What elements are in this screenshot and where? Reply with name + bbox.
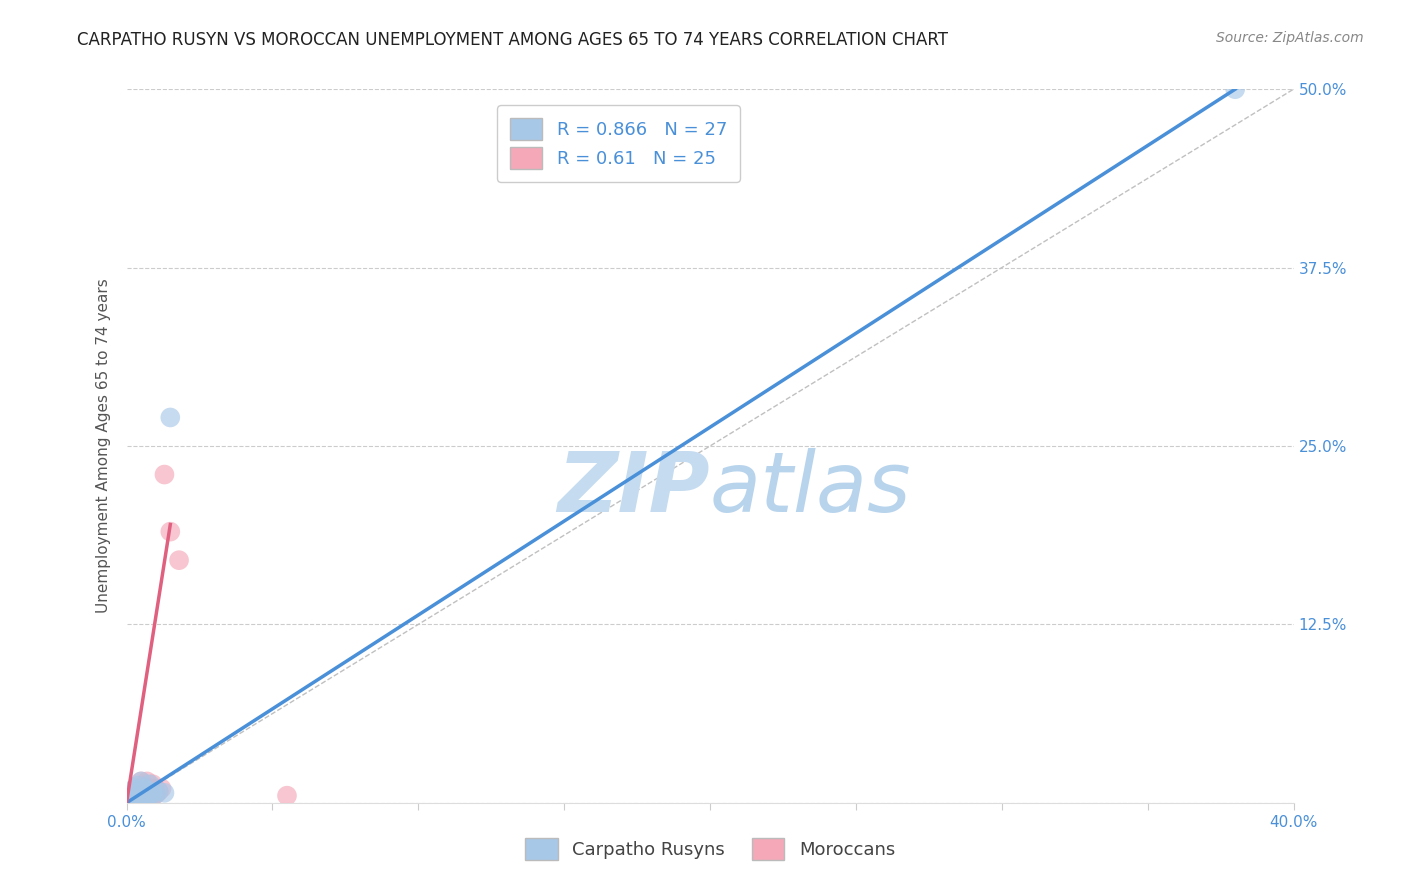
Y-axis label: Unemployment Among Ages 65 to 74 years: Unemployment Among Ages 65 to 74 years bbox=[96, 278, 111, 614]
Point bbox=[127, 779, 149, 793]
Point bbox=[127, 781, 149, 796]
Point bbox=[115, 793, 138, 807]
Point bbox=[142, 789, 165, 803]
Point bbox=[159, 524, 181, 539]
Point bbox=[139, 787, 162, 801]
Text: CARPATHO RUSYN VS MOROCCAN UNEMPLOYMENT AMONG AGES 65 TO 74 YEARS CORRELATION CH: CARPATHO RUSYN VS MOROCCAN UNEMPLOYMENT … bbox=[77, 31, 948, 49]
Point bbox=[124, 784, 146, 798]
Point bbox=[159, 410, 181, 425]
Point bbox=[118, 789, 141, 803]
Point bbox=[136, 783, 159, 797]
Point bbox=[142, 777, 165, 791]
Point bbox=[139, 789, 162, 803]
Point bbox=[139, 781, 162, 796]
Point bbox=[124, 790, 146, 805]
Point bbox=[132, 779, 155, 793]
Point bbox=[127, 790, 149, 805]
Point bbox=[121, 787, 143, 801]
Point bbox=[150, 781, 173, 796]
Text: Source: ZipAtlas.com: Source: ZipAtlas.com bbox=[1216, 31, 1364, 45]
Point bbox=[127, 784, 149, 798]
Point bbox=[148, 784, 170, 798]
Point bbox=[129, 786, 152, 800]
Point bbox=[167, 553, 190, 567]
Point bbox=[129, 781, 152, 796]
Point bbox=[136, 774, 159, 789]
Point bbox=[142, 786, 165, 800]
Point bbox=[276, 789, 298, 803]
Point bbox=[124, 786, 146, 800]
Point bbox=[1223, 82, 1246, 96]
Point bbox=[132, 787, 155, 801]
Point bbox=[121, 783, 143, 797]
Point bbox=[118, 791, 141, 805]
Point bbox=[145, 781, 167, 796]
Point bbox=[129, 789, 152, 803]
Point bbox=[136, 789, 159, 803]
Point bbox=[132, 781, 155, 796]
Text: atlas: atlas bbox=[710, 449, 911, 529]
Text: ZIP: ZIP bbox=[557, 449, 710, 529]
Point bbox=[153, 467, 176, 482]
Point bbox=[148, 784, 170, 798]
Legend: Carpatho Rusyns, Moroccans: Carpatho Rusyns, Moroccans bbox=[512, 825, 908, 872]
Point bbox=[129, 774, 152, 789]
Point bbox=[121, 789, 143, 803]
Point bbox=[139, 777, 162, 791]
Point bbox=[136, 790, 159, 805]
Point bbox=[121, 793, 143, 807]
Point bbox=[129, 791, 152, 805]
Point bbox=[145, 787, 167, 801]
Point bbox=[132, 789, 155, 803]
Point bbox=[118, 791, 141, 805]
Point bbox=[127, 791, 149, 805]
Point bbox=[124, 781, 146, 796]
Point bbox=[145, 787, 167, 801]
Point bbox=[153, 786, 176, 800]
Point bbox=[129, 774, 152, 789]
Point bbox=[124, 791, 146, 805]
